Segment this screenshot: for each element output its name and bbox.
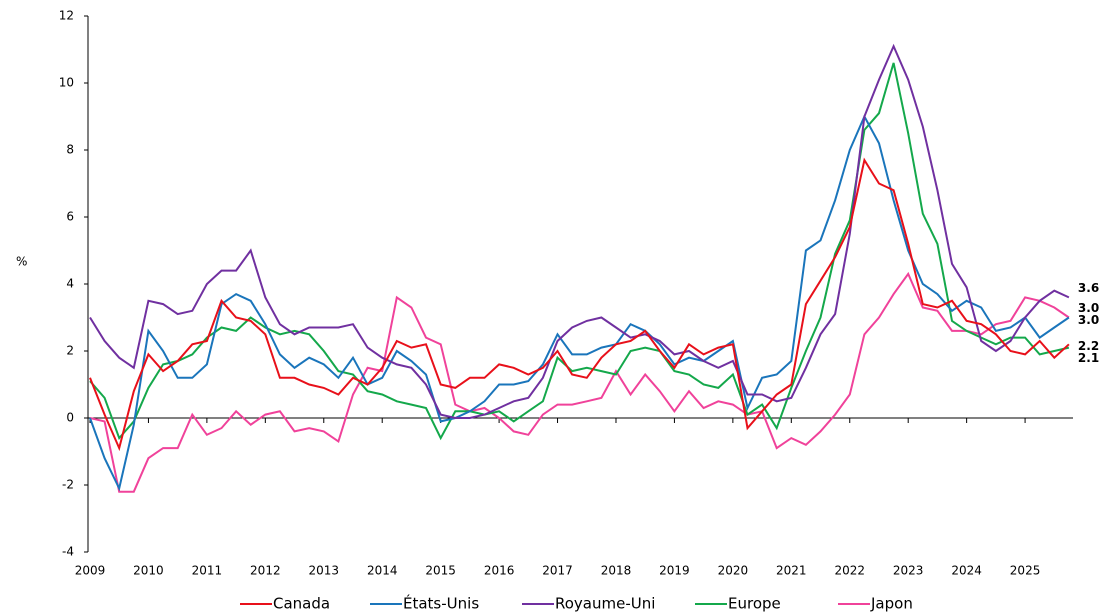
y-tick-label: -4 [62,545,74,559]
x-tick-label: 2014 [367,564,398,578]
x-tick-label: 2021 [776,564,807,578]
legend-label: Canada [273,595,330,613]
y-tick-label: 4 [66,277,74,291]
series-line [89,271,1070,493]
y-tick-label: 2 [66,344,74,358]
end-value-label: 2.2 [1078,339,1099,353]
x-tick-label: 2015 [425,564,456,578]
x-tick-label: 2017 [542,564,573,578]
x-tick-label: 2012 [250,564,281,578]
series-line [89,43,1070,419]
legend-label: Japon [870,595,913,613]
series-line [89,62,1070,441]
y-tick-label: 12 [59,9,74,23]
series-line [89,157,1070,452]
series-line [89,114,1070,492]
y-tick-label: 10 [59,76,74,90]
x-tick-label: 2016 [484,564,515,578]
end-value-label: 3.6 [1078,281,1099,295]
legend-label: Europe [728,595,781,613]
y-tick-label: 0 [66,411,74,425]
y-axis-label: % [16,255,27,269]
x-tick-label: 2010 [133,564,164,578]
x-tick-label: 2023 [893,564,924,578]
end-value-label: 3.0 [1078,313,1099,327]
legend-label: États-Unis [403,594,479,613]
x-tick-label: 2024 [951,564,982,578]
x-tick-label: 2018 [601,564,632,578]
x-tick-label: 2022 [834,564,865,578]
y-tick-label: 6 [66,210,74,224]
x-tick-label: 2011 [192,564,223,578]
x-tick-label: 2025 [1010,564,1041,578]
x-tick-label: 2009 [75,564,106,578]
x-tick-label: 2013 [308,564,339,578]
y-tick-label: 8 [66,143,74,157]
end-value-label: 2.1 [1078,351,1099,365]
legend-label: Royaume-Uni [555,595,655,613]
x-tick-label: 2020 [718,564,749,578]
y-tick-label: -2 [62,478,74,492]
end-value-label: 3.0 [1078,301,1099,315]
x-tick-label: 2019 [659,564,690,578]
